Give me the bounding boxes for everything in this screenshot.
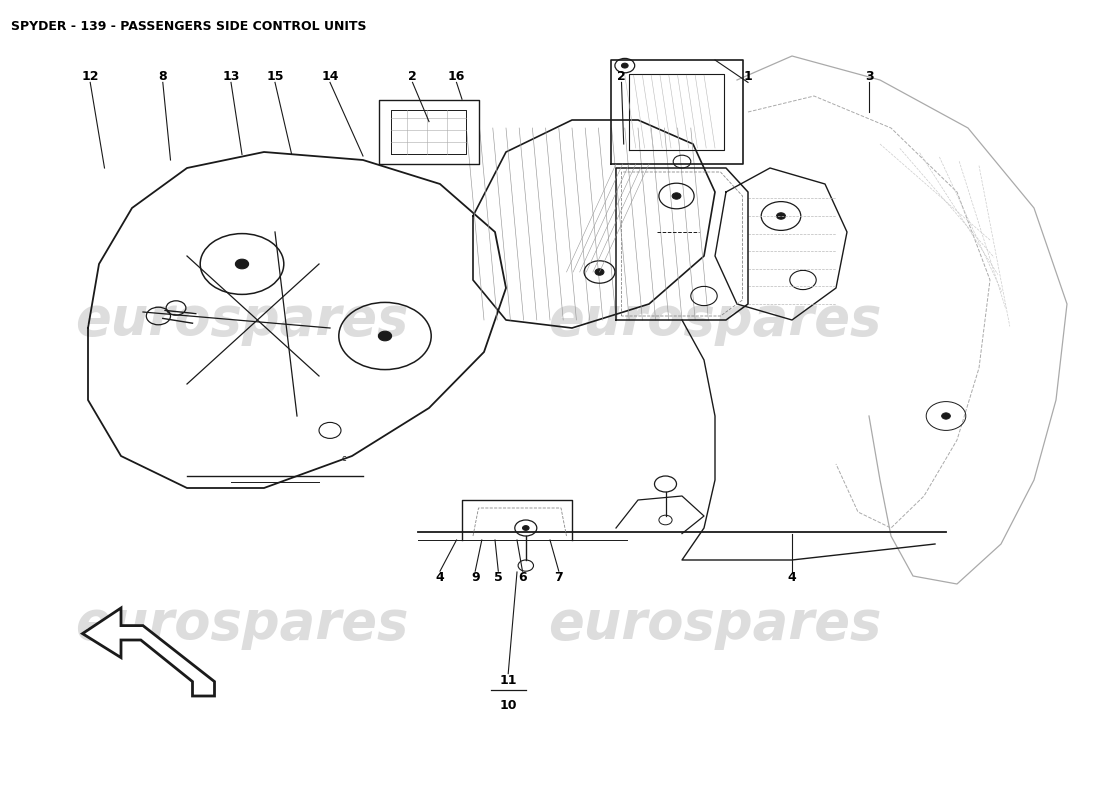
Text: 16: 16: [448, 70, 465, 82]
Text: 8: 8: [158, 70, 167, 82]
Circle shape: [522, 526, 529, 530]
Text: 9: 9: [471, 571, 480, 584]
Text: eurospares: eurospares: [548, 294, 882, 346]
Text: 6: 6: [518, 571, 527, 584]
Text: 1: 1: [744, 70, 752, 82]
Text: eurospares: eurospares: [75, 598, 409, 650]
Circle shape: [942, 413, 950, 419]
Text: 11: 11: [499, 674, 517, 686]
Text: eurospares: eurospares: [548, 598, 882, 650]
Text: 3: 3: [865, 70, 873, 82]
Text: 12: 12: [81, 70, 99, 82]
Text: 13: 13: [222, 70, 240, 82]
Polygon shape: [82, 608, 214, 696]
Circle shape: [672, 193, 681, 199]
Text: 2: 2: [617, 70, 626, 82]
Text: 15: 15: [266, 70, 284, 82]
Text: 4: 4: [788, 571, 796, 584]
Text: 2: 2: [408, 70, 417, 82]
Circle shape: [621, 63, 628, 68]
Circle shape: [235, 259, 249, 269]
Circle shape: [777, 213, 785, 219]
Text: c: c: [342, 454, 346, 463]
Text: 4: 4: [436, 571, 444, 584]
Text: 7: 7: [554, 571, 563, 584]
Text: 10: 10: [499, 699, 517, 712]
Circle shape: [378, 331, 392, 341]
Text: eurospares: eurospares: [75, 294, 409, 346]
Text: 5: 5: [494, 571, 503, 584]
Text: SPYDER - 139 - PASSENGERS SIDE CONTROL UNITS: SPYDER - 139 - PASSENGERS SIDE CONTROL U…: [11, 20, 366, 33]
Circle shape: [595, 269, 604, 275]
Text: 14: 14: [321, 70, 339, 82]
